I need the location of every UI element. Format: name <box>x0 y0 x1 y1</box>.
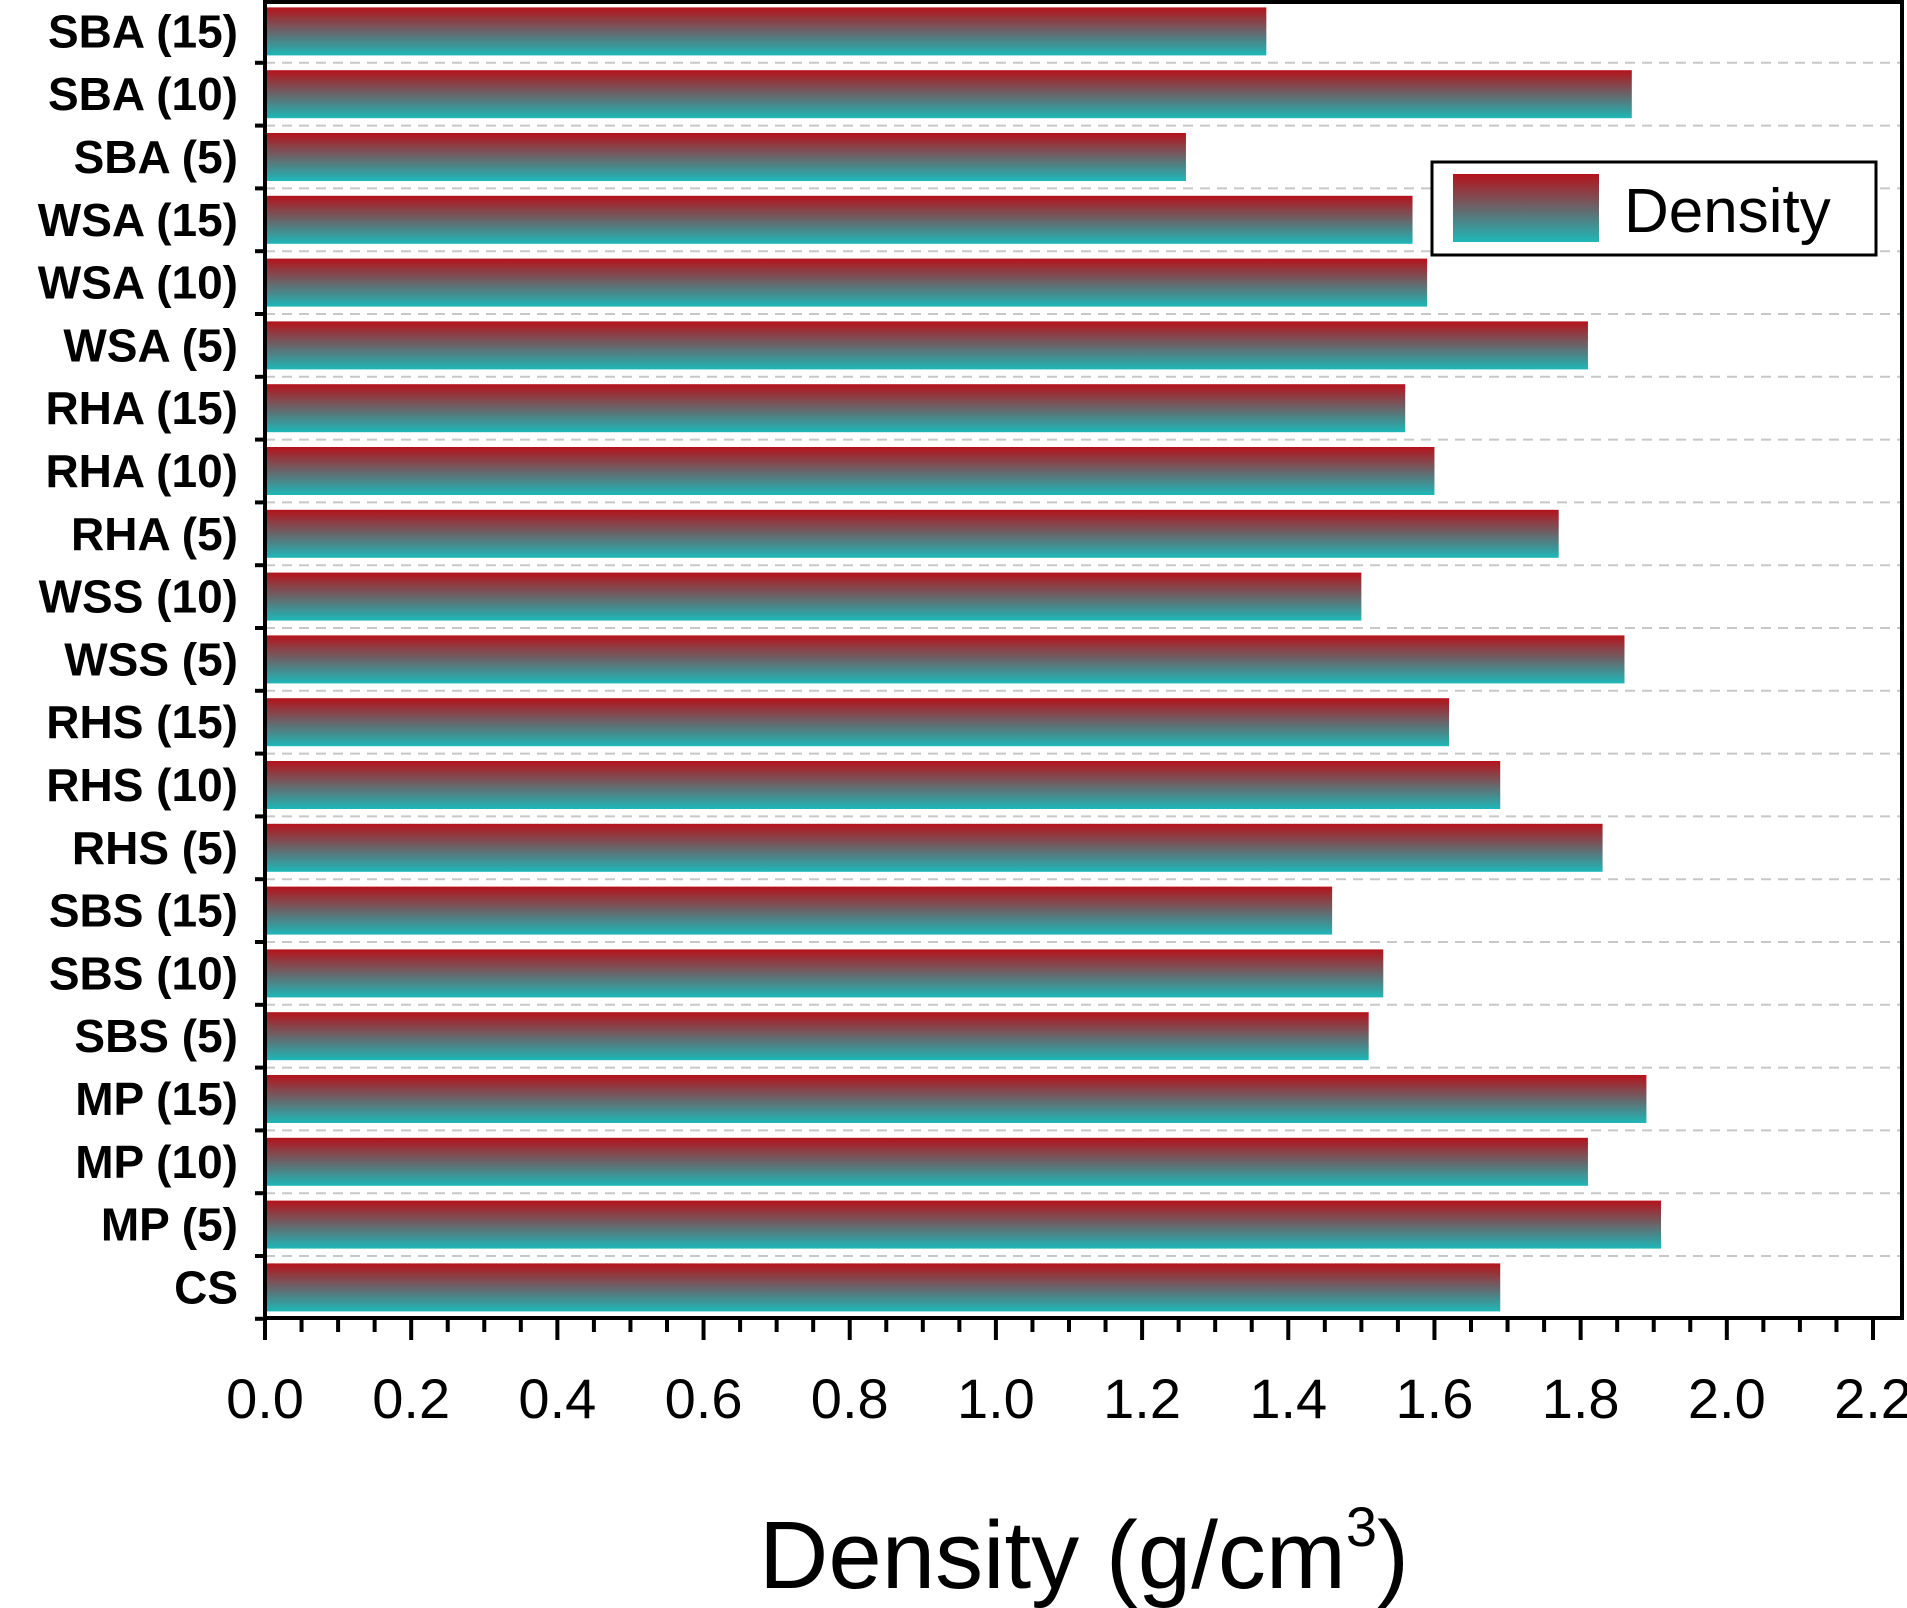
category-label: WSS (10) <box>39 571 238 623</box>
x-tick-label: 0.6 <box>665 1367 743 1430</box>
bar <box>267 195 1413 244</box>
category-label: MP (15) <box>75 1073 238 1125</box>
x-tick-label: 0.8 <box>811 1367 889 1430</box>
bar <box>267 70 1632 119</box>
bar <box>267 1263 1501 1312</box>
x-tick-label: 0.0 <box>226 1367 304 1430</box>
category-label: WSA (5) <box>63 319 238 371</box>
bar <box>267 1200 1662 1249</box>
x-tick-label: 1.2 <box>1103 1367 1181 1430</box>
x-axis-title-suffix: ) <box>1377 1502 1409 1608</box>
bar <box>267 1137 1588 1186</box>
category-label: SBS (10) <box>49 947 238 999</box>
x-tick-label: 1.8 <box>1542 1367 1620 1430</box>
x-tick-label: 0.2 <box>372 1367 450 1430</box>
x-tick-label: 2.0 <box>1688 1367 1766 1430</box>
bar <box>267 949 1384 998</box>
x-tick-label: 1.4 <box>1249 1367 1327 1430</box>
category-labels: SBA (15) SBA (10) SBA (5) WSA (15) WSA (10) W… <box>38 5 238 1313</box>
bar <box>267 886 1333 935</box>
x-tick-label: 1.0 <box>957 1367 1035 1430</box>
plot-frame <box>263 0 1904 1320</box>
bar <box>267 1075 1647 1123</box>
x-tick-label: 1.6 <box>1396 1367 1474 1430</box>
bar <box>267 258 1428 307</box>
category-label: SBS (15) <box>49 885 238 937</box>
bar <box>267 384 1406 433</box>
x-tick-labels: 0.0 0.2 0.4 0.6 0.8 1.0 1.2 1.4 1.6 1.8 2.0 2.2 <box>226 1367 1907 1430</box>
bar <box>267 509 1559 558</box>
bars <box>267 7 1662 1312</box>
x-axis-title-superscript: 3 <box>1346 1495 1377 1558</box>
bar <box>267 635 1625 684</box>
ticks <box>255 60 1875 1340</box>
category-label: SBS (5) <box>74 1010 238 1062</box>
category-label: RHS (5) <box>72 822 238 874</box>
category-label: MP (5) <box>101 1199 238 1251</box>
category-label: WSA (10) <box>38 257 238 309</box>
x-axis-title-text: Density (g/cm <box>759 1502 1346 1608</box>
bar <box>267 572 1362 621</box>
category-label: CS <box>174 1261 238 1313</box>
category-label: RHS (10) <box>46 759 238 811</box>
category-label: RHA (15) <box>45 382 238 434</box>
x-tick-label: 0.4 <box>518 1367 596 1430</box>
category-label: SBA (10) <box>48 68 238 120</box>
category-label: SBA (15) <box>48 5 238 57</box>
category-label: RHS (15) <box>46 696 238 748</box>
bar <box>267 447 1435 495</box>
category-label: SBA (5) <box>74 131 238 183</box>
bar <box>267 7 1267 56</box>
legend-swatch <box>1453 174 1599 242</box>
bar <box>267 761 1501 809</box>
category-label: RHA (5) <box>71 508 238 560</box>
bar <box>267 1012 1369 1061</box>
bar <box>267 321 1588 370</box>
category-label: MP (10) <box>75 1136 238 1188</box>
category-label: WSA (15) <box>38 194 238 246</box>
x-tick-label: 2.2 <box>1834 1367 1907 1430</box>
category-label: RHA (10) <box>45 445 238 497</box>
bar <box>267 133 1186 181</box>
legend-label: Density <box>1624 177 1831 246</box>
category-label: WSS (5) <box>64 633 238 685</box>
grid-lines <box>265 61 1902 1257</box>
legend: Density <box>1430 160 1878 257</box>
x-axis-title: Density (g/cm3) <box>759 1495 1409 1608</box>
bar <box>267 698 1450 747</box>
bar <box>267 823 1603 872</box>
